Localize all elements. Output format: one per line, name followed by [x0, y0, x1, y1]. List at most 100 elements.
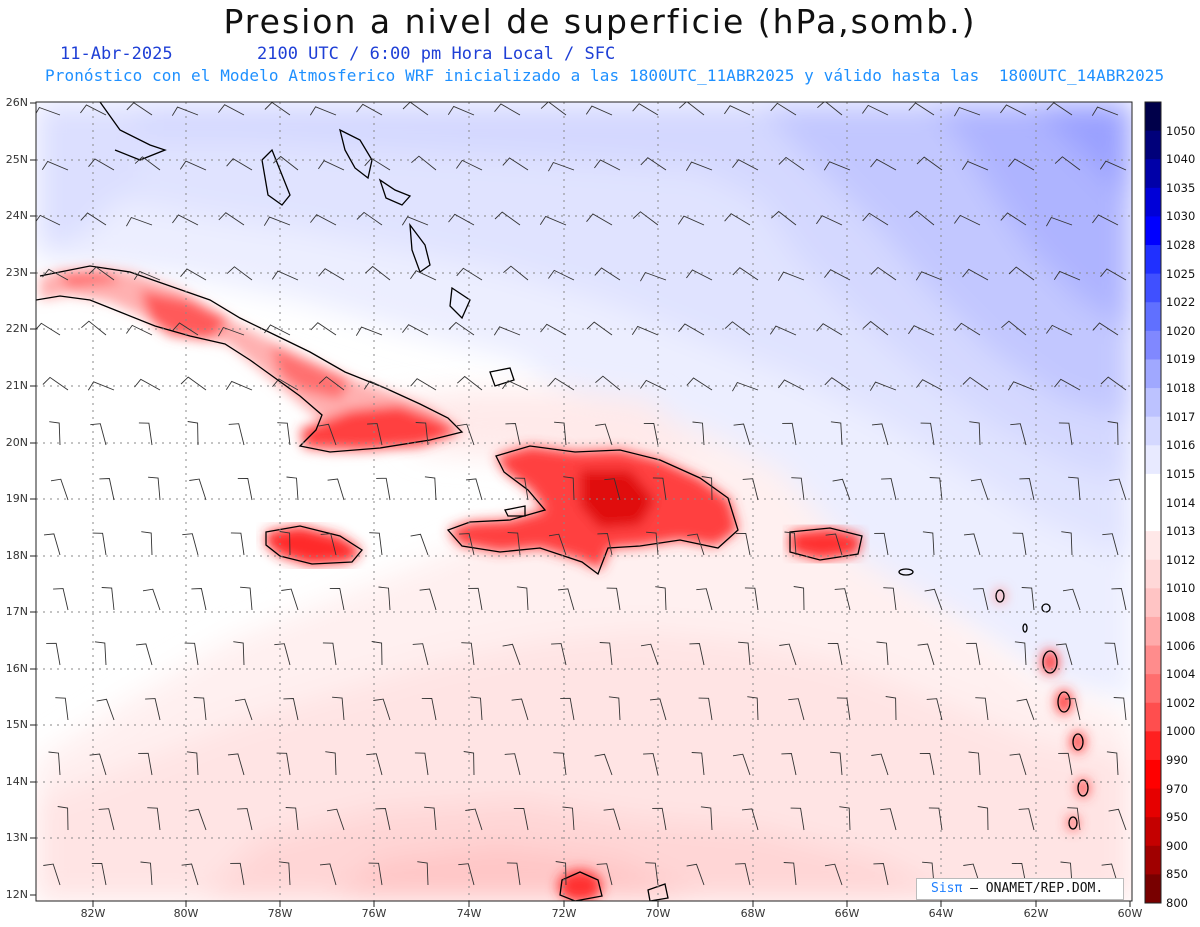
wind-barb	[908, 102, 935, 116]
colorbar-label: 800	[1166, 896, 1188, 910]
wind-barb	[135, 643, 153, 666]
wind-barb	[732, 381, 759, 392]
wind-barb	[81, 320, 107, 336]
colorbar-swatch	[1145, 731, 1161, 761]
wind-barb	[553, 752, 567, 776]
wind-barb	[783, 862, 797, 886]
wind-barb	[744, 587, 759, 611]
wind-barb	[411, 155, 437, 171]
wind-barb	[539, 215, 567, 226]
wind-barb	[686, 377, 713, 391]
wind-barb	[777, 271, 805, 281]
wind-barb	[417, 861, 429, 886]
wind-barb	[908, 325, 935, 336]
wind-barb	[145, 698, 161, 721]
wind-barb	[1010, 423, 1027, 446]
colorbar-swatch	[1145, 588, 1161, 618]
wind-barb	[493, 326, 521, 336]
wind-barb	[871, 423, 889, 446]
wind-barb	[832, 478, 851, 501]
wind-barb	[652, 477, 667, 501]
wind-barb	[724, 213, 751, 226]
wind-barb	[929, 477, 943, 501]
wind-barb	[50, 478, 69, 501]
wind-barb	[1107, 421, 1119, 446]
wind-barb	[1000, 104, 1027, 116]
wind-barb	[595, 375, 621, 391]
wind-barb	[378, 586, 391, 611]
wind-barb	[134, 378, 161, 391]
lat-label: 21N	[5, 379, 28, 392]
wind-barb	[678, 323, 705, 336]
wind-barb	[506, 862, 521, 886]
wind-barb	[791, 477, 805, 501]
coastlines	[36, 102, 1089, 901]
sispi-logo: Sisπ	[931, 881, 963, 896]
wind-barb	[597, 533, 613, 556]
wind-barb	[701, 476, 713, 501]
colorbar-label: 970	[1166, 781, 1188, 796]
wind-barb	[172, 322, 199, 336]
wind-barb	[909, 210, 935, 226]
lat-label: 19N	[5, 492, 28, 505]
wind-barb	[456, 375, 483, 391]
wind-barb	[1068, 476, 1081, 501]
wind-barb	[649, 698, 667, 721]
wind-barb	[327, 478, 345, 501]
lat-label: 20N	[5, 436, 28, 449]
wind-barb	[415, 422, 429, 446]
colorbar-swatch	[1145, 216, 1161, 246]
wind-barb	[696, 588, 713, 611]
colorbar-swatch	[1145, 674, 1161, 704]
wind-barb	[172, 214, 199, 226]
lat-label: 14N	[5, 775, 28, 788]
wind-barb	[126, 216, 153, 227]
wind-barb	[502, 157, 529, 171]
wind-barb	[318, 160, 345, 171]
wind-barb	[817, 102, 843, 116]
wind-barb	[724, 105, 751, 116]
wind-barb	[402, 324, 429, 336]
lon-label: 82W	[80, 907, 106, 920]
lat-label: 15N	[5, 718, 28, 731]
wind-barb	[741, 808, 759, 831]
wind-barb	[1092, 322, 1119, 336]
wind-barb	[608, 696, 621, 721]
wind-barb	[369, 532, 383, 556]
wind-barb	[355, 326, 383, 336]
wind-barb	[138, 752, 153, 776]
colorbar-swatch	[1145, 531, 1161, 561]
wind-barb	[424, 806, 437, 831]
wind-barb	[735, 863, 751, 886]
wind-barb	[769, 325, 797, 336]
wind-barb	[421, 697, 437, 721]
wind-barb	[881, 478, 897, 501]
wind-barb	[540, 323, 567, 336]
pressure-field	[36, 102, 1132, 901]
credit-text: ONAMET/REP.DOM.	[985, 881, 1104, 896]
wind-barb	[410, 270, 437, 281]
wind-barb	[1111, 588, 1127, 611]
colorbar-label: 1002	[1166, 695, 1196, 710]
wind-barb	[733, 423, 751, 446]
wind-barb	[226, 158, 253, 171]
wind-barb	[233, 641, 245, 666]
wind-barb	[862, 320, 889, 336]
wind-barb	[1054, 378, 1081, 391]
wind-barb	[401, 216, 429, 226]
wind-barb	[320, 533, 337, 556]
wind-barb	[513, 807, 529, 831]
wind-barb	[283, 698, 299, 721]
colorbar-swatch	[1145, 159, 1161, 189]
wind-barb	[1091, 106, 1119, 116]
model-info: Pronóstico con el Modelo Atmosferico WRF…	[45, 66, 1165, 85]
wind-barb	[646, 531, 659, 556]
colorbar-swatch	[1145, 759, 1161, 790]
wind-barb	[502, 380, 529, 391]
wind-barb	[825, 533, 843, 556]
wind-barb	[1007, 381, 1035, 391]
map-title: Presion a nivel de superficie (hPa,somb.…	[223, 2, 977, 41]
colorbar-swatch	[1145, 130, 1161, 160]
subtitle-line-1: 11-Abr-2025 2100 UTC / 6:00 pm Hora Local…	[60, 44, 615, 64]
wind-barb	[827, 642, 843, 666]
